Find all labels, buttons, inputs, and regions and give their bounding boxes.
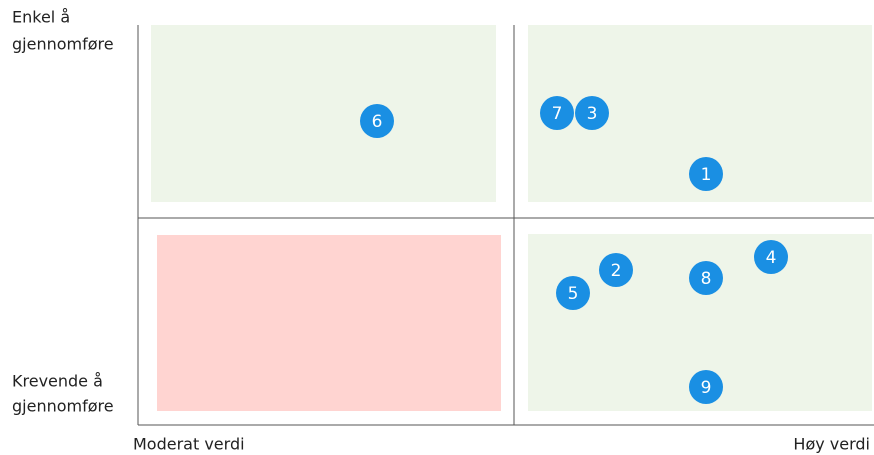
node-label: 7 xyxy=(552,104,563,124)
node-label: 4 xyxy=(766,248,777,268)
y-top-label: Enkel å xyxy=(12,8,70,27)
node-marker xyxy=(360,104,394,138)
node-marker xyxy=(689,370,723,404)
quadrant-top-left xyxy=(151,25,496,202)
x-left-label: Moderat verdi xyxy=(133,435,245,454)
node-label: 8 xyxy=(701,269,712,289)
y-bottom-label: gjennomføre xyxy=(12,397,114,416)
node-label: 9 xyxy=(701,378,712,398)
node-marker xyxy=(599,253,633,287)
node-marker xyxy=(556,276,590,310)
y-bottom-label: Krevende å xyxy=(12,372,103,391)
node-marker xyxy=(540,96,574,130)
y-top-label: gjennomføre xyxy=(12,35,114,54)
node-marker xyxy=(689,261,723,295)
node-label: 6 xyxy=(372,112,383,132)
node-label: 2 xyxy=(611,261,622,281)
node-marker xyxy=(754,240,788,274)
node-label: 3 xyxy=(587,104,598,124)
node-marker xyxy=(575,96,609,130)
x-right-label: Høy verdi xyxy=(793,435,870,454)
node-label: 1 xyxy=(701,165,712,185)
quadrant-bottom-left xyxy=(157,235,501,411)
node-label: 5 xyxy=(568,284,579,304)
node-marker xyxy=(689,157,723,191)
